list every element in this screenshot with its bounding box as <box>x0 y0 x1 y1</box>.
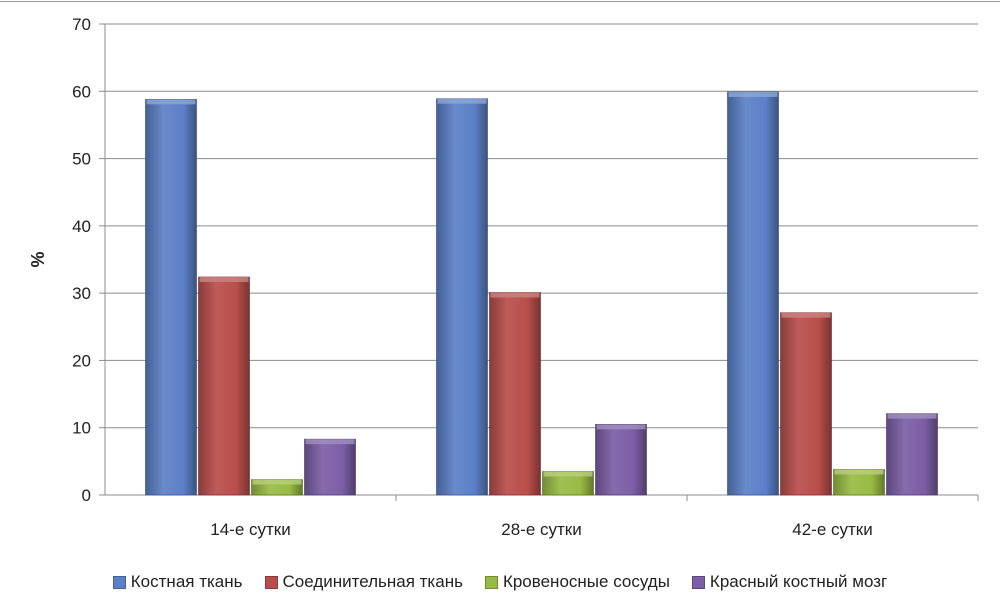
gridlines <box>99 23 978 496</box>
bar-cap <box>781 312 831 318</box>
y-tick-label: 50 <box>72 150 91 169</box>
legend-label: Кровеносные сосуды <box>502 572 670 591</box>
bar <box>145 99 197 496</box>
bar-cap <box>437 98 487 104</box>
x-tick-label: 28-е сутки <box>501 520 581 539</box>
axes <box>104 24 979 501</box>
legend-item: Соединительная ткань <box>264 572 463 592</box>
legend-label: Красный костный мозг <box>709 572 888 591</box>
legend-swatch <box>264 575 278 589</box>
bar <box>886 413 938 496</box>
x-tick-label: 14-е сутки <box>210 520 290 539</box>
bar-cap <box>490 292 540 298</box>
y-tick-label: 70 <box>72 15 91 34</box>
legend-swatch <box>691 575 705 589</box>
bar <box>489 292 541 496</box>
bar <box>304 438 356 496</box>
bar-cap <box>252 479 302 485</box>
legend-item: Кровеносные сосуды <box>484 572 670 592</box>
bar <box>780 312 832 496</box>
y-tick-label: 0 <box>82 486 91 505</box>
legend-item: Костная ткань <box>112 572 243 592</box>
bar <box>595 424 647 496</box>
y-tick-label: 10 <box>72 419 91 438</box>
bar-cap <box>834 469 884 475</box>
legend-label: Костная ткань <box>130 572 243 591</box>
axis-labels: 0 10 20 30 40 50 60 70 14-е сутки 28-е сутки 42-е … <box>72 15 873 539</box>
bar-cap <box>728 91 778 97</box>
bar-cap <box>887 413 937 419</box>
legend-item: Красный костный мозг <box>691 572 888 592</box>
bars <box>145 91 938 496</box>
y-tick-label: 60 <box>72 82 91 101</box>
x-tick-label: 42-е сутки <box>792 520 872 539</box>
bar-cap <box>543 471 593 477</box>
bar-cap <box>199 276 249 282</box>
bar-cap <box>305 439 355 445</box>
y-tick-label: 40 <box>72 217 91 236</box>
legend-swatch <box>484 575 498 589</box>
y-tick-label: 30 <box>72 284 91 303</box>
y-tick-label: 20 <box>72 351 91 370</box>
y-axis-label: % <box>28 251 48 267</box>
bar <box>727 91 779 496</box>
bar-cap <box>146 99 196 105</box>
bar <box>436 98 488 496</box>
legend-label: Соединительная ткань <box>282 572 463 591</box>
bar <box>198 276 250 496</box>
bar-cap <box>596 424 646 430</box>
legend-swatch <box>112 575 126 589</box>
legend: Костная ткань Соединительная ткань Кровено… <box>0 568 1000 596</box>
